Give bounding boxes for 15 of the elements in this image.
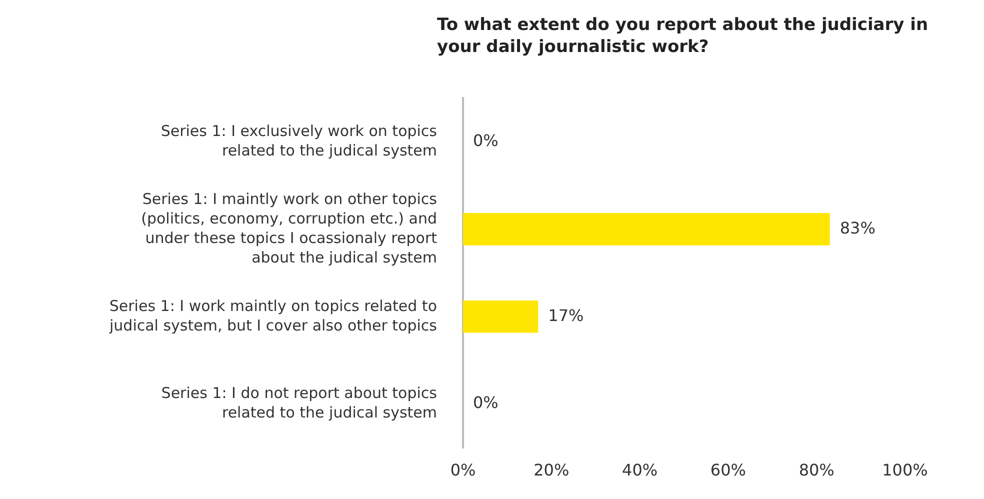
data-label: 83%	[840, 218, 876, 238]
y-tick-label: Series 1: I exclusively work on topics related to the judical system	[160, 122, 438, 160]
y-tick-label: Series 1: I do not report about topics related to the judical system	[161, 384, 438, 422]
y-tick-label: Series 1: I maintly work on other topics (politics, economy, corruption etc.) and under these topics I ocassionaly report about the judical system	[141, 190, 438, 266]
x-tick-label: 60%	[710, 460, 746, 480]
data-label: 0%	[473, 130, 498, 150]
data-label: 17%	[548, 306, 584, 325]
x-tick-label: 0%	[450, 460, 476, 480]
x-tick-label: 20%	[534, 460, 570, 480]
x-tick-label: 100%	[882, 460, 928, 480]
x-tick-label: 80%	[798, 460, 834, 480]
data-label: 0%	[473, 393, 498, 412]
x-tick-label: 40%	[622, 460, 658, 480]
chart-title: To what extent do you report about the judiciary in your daily journalistic work?	[437, 14, 930, 58]
y-tick-label: Series 1: I work maintly on topics related to judical system, but I cover also other topics	[108, 296, 438, 334]
